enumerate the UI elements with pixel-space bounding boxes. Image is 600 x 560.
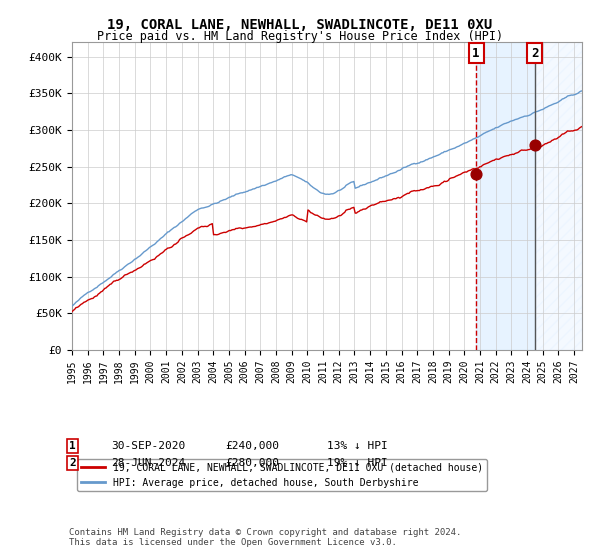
Text: 28-JUN-2024: 28-JUN-2024 bbox=[111, 458, 185, 468]
Text: 13% ↓ HPI: 13% ↓ HPI bbox=[327, 441, 388, 451]
Bar bbox=[476, 42, 535, 350]
Text: 2: 2 bbox=[69, 458, 76, 468]
Text: Contains HM Land Registry data © Crown copyright and database right 2024.
This d: Contains HM Land Registry data © Crown c… bbox=[69, 528, 461, 547]
Text: 30-SEP-2020: 30-SEP-2020 bbox=[111, 441, 185, 451]
Text: 19% ↓ HPI: 19% ↓ HPI bbox=[327, 458, 388, 468]
Text: Price paid vs. HM Land Registry's House Price Index (HPI): Price paid vs. HM Land Registry's House … bbox=[97, 30, 503, 43]
Text: 19, CORAL LANE, NEWHALL, SWADLINCOTE, DE11 0XU: 19, CORAL LANE, NEWHALL, SWADLINCOTE, DE… bbox=[107, 18, 493, 32]
Text: 1: 1 bbox=[472, 46, 480, 59]
Text: 2: 2 bbox=[531, 46, 539, 59]
Point bbox=[471, 170, 481, 179]
Text: £280,000: £280,000 bbox=[225, 458, 279, 468]
Text: 1: 1 bbox=[69, 441, 76, 451]
Bar bbox=[535, 42, 582, 350]
Legend: 19, CORAL LANE, NEWHALL, SWADLINCOTE, DE11 0XU (detached house), HPI: Average pr: 19, CORAL LANE, NEWHALL, SWADLINCOTE, DE… bbox=[77, 459, 487, 492]
Point bbox=[530, 140, 540, 149]
Text: £240,000: £240,000 bbox=[225, 441, 279, 451]
